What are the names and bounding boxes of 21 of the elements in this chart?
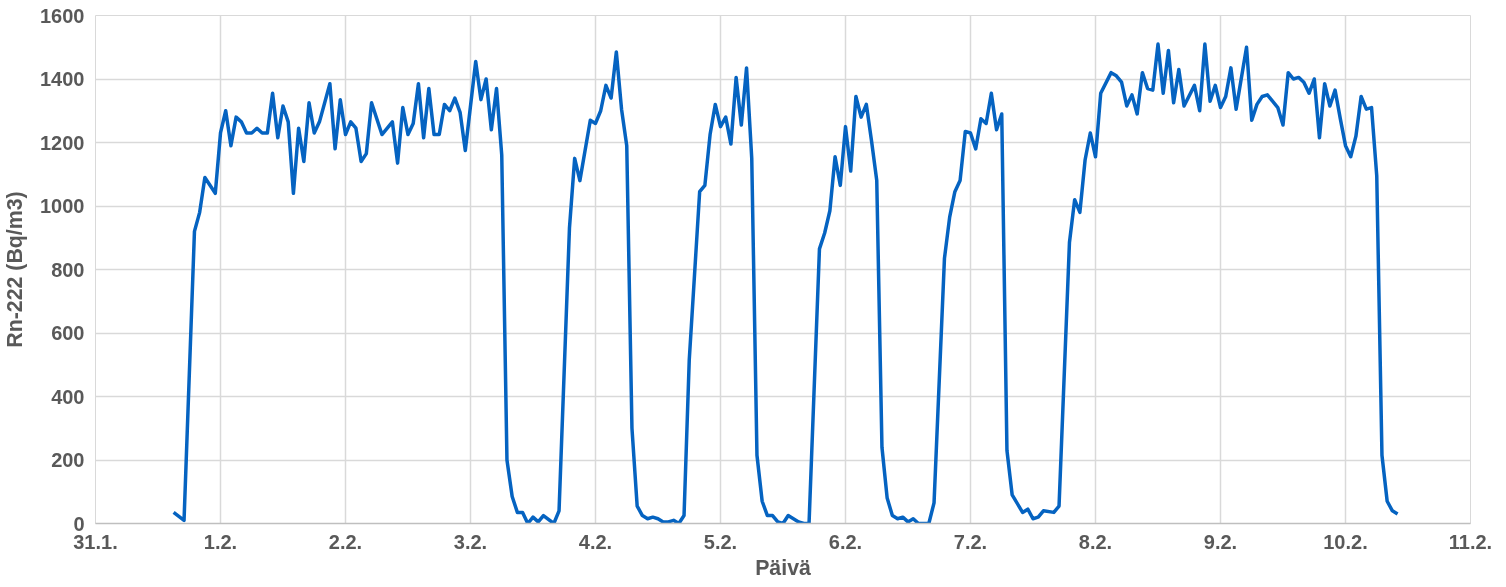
x-tick-label: 8.2. — [1078, 530, 1113, 553]
x-tick-label: 2.2. — [328, 530, 363, 553]
x-tick-label: 5.2. — [703, 530, 738, 553]
y-tick-label: 1000 — [40, 195, 85, 217]
y-tick-label: 200 — [51, 449, 85, 471]
y-tick-label: 1200 — [40, 131, 85, 154]
y-tick-label: 400 — [51, 385, 85, 408]
y-tick-label: 800 — [51, 258, 85, 281]
x-tick-label: 4.2. — [578, 530, 613, 553]
y-tick-label: 1600 — [40, 4, 85, 27]
x-tick-label: 6.2. — [828, 530, 863, 553]
y-tick-label: 1400 — [40, 68, 85, 90]
x-tick-label: 10.2. — [1323, 530, 1368, 553]
x-tick-label: 7.2. — [953, 530, 988, 553]
x-tick-label: 3.2. — [453, 530, 488, 553]
x-tick-label: 1.2. — [203, 530, 238, 553]
y-axis-title: Rn-222 (Bq/m3) — [3, 191, 28, 348]
x-tick-label: 9.2. — [1203, 530, 1238, 553]
x-tick-label: 11.2. — [1448, 530, 1493, 553]
y-tick-label: 600 — [51, 322, 85, 344]
x-axis-title: Päivä — [755, 555, 812, 580]
